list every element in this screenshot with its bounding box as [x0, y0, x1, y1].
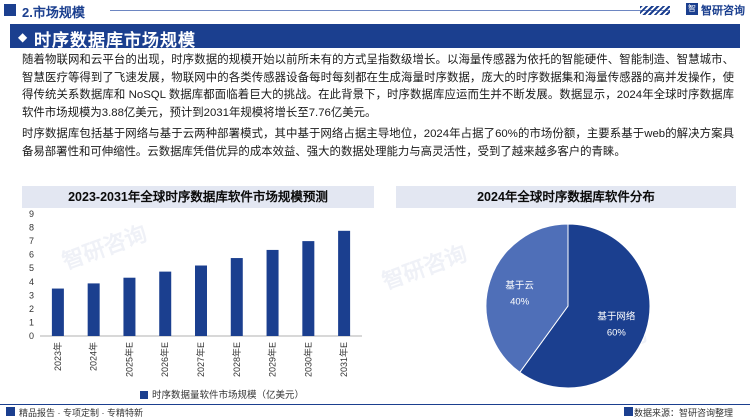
section-label: 2.市场规模: [22, 5, 85, 20]
x-tick-label: 2031年E: [338, 342, 349, 377]
legend-label: 时序数据量软件市场规模（亿美元）: [152, 390, 305, 401]
bar: [51, 288, 64, 336]
source-icon: [624, 407, 633, 416]
x-tick-label: 2029年E: [267, 342, 278, 377]
pie-slice-label: 基于云: [505, 279, 534, 291]
data-source: 数据来源：智研咨询整理: [634, 408, 734, 418]
bar: [195, 265, 207, 336]
y-tick-label: 2: [29, 304, 34, 314]
y-tick-label: 1: [29, 317, 34, 327]
x-tick-label: 2030年E: [302, 342, 313, 377]
bar-chart-legend: 时序数据量软件市场规模（亿美元）: [140, 387, 304, 401]
intro-paragraph: 随着物联网和云平台的出现，时序数据的规模开始以前所未有的方式呈指数级增长。以海量…: [22, 54, 734, 119]
deployment-pie-chart: 基于网络 60% 基于云 40%: [485, 223, 651, 389]
y-tick-label: 7: [29, 236, 34, 246]
pie-slice: [519, 223, 651, 389]
bar: [266, 249, 279, 336]
y-tick-label: 4: [29, 277, 34, 287]
x-tick-label: 2026年E: [159, 342, 170, 377]
x-tick-label: 2025年E: [123, 342, 134, 377]
y-tick-label: 9: [29, 209, 34, 219]
section-header: 2.市场规模 智 智研咨询: [0, 0, 750, 22]
section-marker-icon: [4, 4, 16, 16]
pie-slice-percent: 40%: [510, 296, 530, 307]
diamond-bullet-icon: ◆: [18, 30, 28, 44]
x-tick-label: 2024年: [88, 342, 99, 371]
bar: [159, 271, 172, 336]
brand-logo-text: 智研咨询: [701, 5, 745, 17]
page-title: 时序数据库市场规模: [34, 31, 196, 50]
bar: [230, 258, 243, 336]
footer-divider: [0, 404, 750, 405]
x-tick-label: 2023年: [52, 342, 63, 371]
x-tick-label: 2027年E: [195, 342, 206, 377]
y-tick-label: 3: [29, 290, 34, 300]
market-size-bar-chart: 0 1 2 3 4 5 6 7 8 9 2023年 2024年 2025年E 2026年E 2027年E 20…: [29, 209, 362, 377]
pie-slice: [485, 223, 569, 374]
bar-chart-title: 2023-2031年全球时序数据库软件市场规模预测: [22, 186, 374, 208]
page-footer: 精品报告 · 专项定制 · 专精特新 数据来源：智研咨询整理: [0, 404, 750, 418]
x-tick-label: 2028年E: [231, 342, 242, 377]
y-tick-label: 6: [29, 250, 34, 260]
y-tick-label: 0: [29, 331, 34, 341]
y-tick-label: 8: [29, 223, 34, 233]
bar: [123, 277, 136, 336]
bar: [338, 230, 351, 336]
pie-slice-percent: 60%: [607, 328, 627, 339]
footer-slogan: 精品报告 · 专项定制 · 专精特新: [19, 408, 143, 418]
legend-swatch: [140, 391, 148, 399]
bar: [87, 283, 100, 336]
pie-slice-label: 基于网络: [597, 311, 636, 323]
report-icon: [6, 407, 15, 416]
bar: [302, 241, 315, 336]
y-tick-label: 5: [29, 263, 34, 273]
title-banner: ◆ 时序数据库市场规模: [10, 24, 740, 50]
header-divider: [110, 10, 670, 11]
pie-chart-title: 2024年全球时序数据库软件分布: [396, 186, 736, 208]
brand-logo-icon: 智: [686, 3, 698, 15]
stripe-decoration-icon: [640, 6, 670, 15]
deployment-paragraph: 时序数据库包括基于网络与基于云两种部署模式，其中基于网络占据主导地位，2024年…: [22, 128, 734, 158]
